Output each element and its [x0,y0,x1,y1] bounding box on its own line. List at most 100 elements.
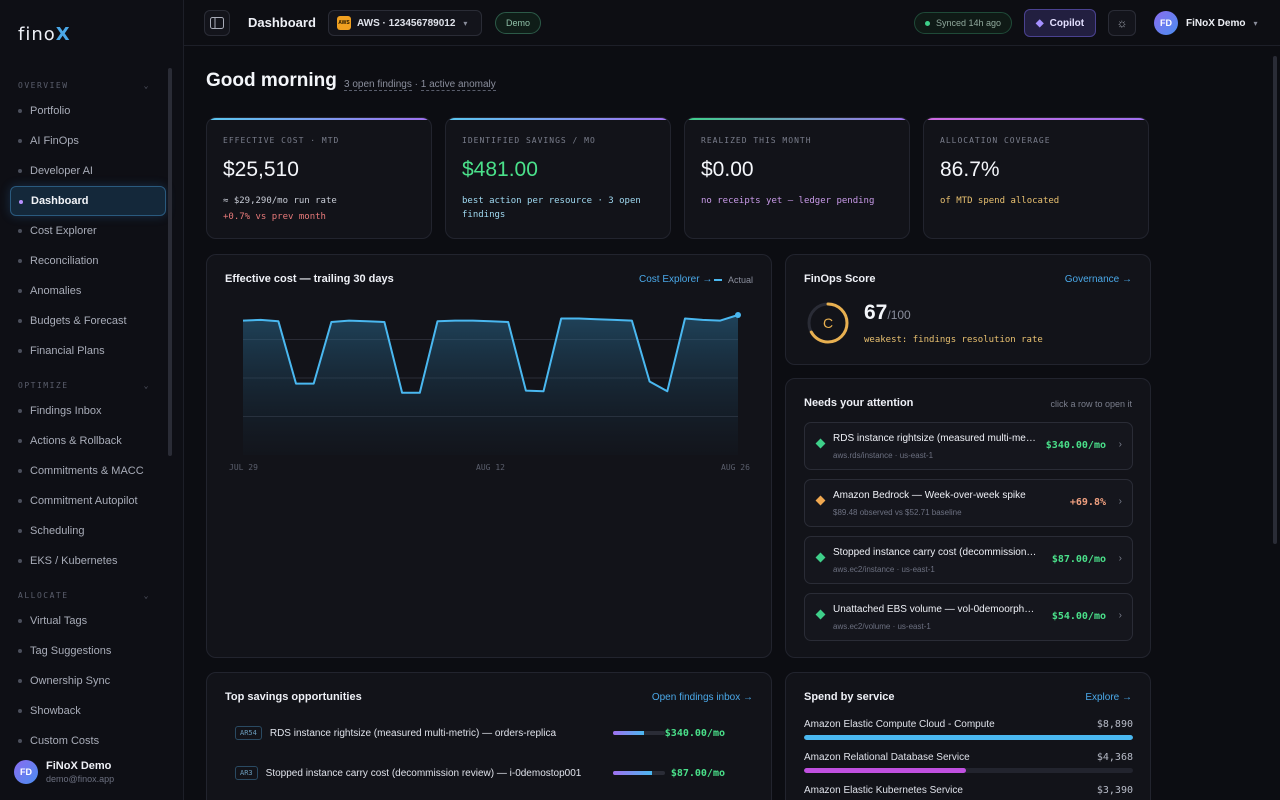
service-title: Spend by service [804,691,895,703]
toggle-sidebar-button[interactable] [204,10,230,36]
kpi-value: 86.7% [940,158,1000,181]
attention-row-title: Unattached EBS volume — vol-0demoorph001 [833,604,1038,615]
theme-toggle-button[interactable]: ☼ [1108,10,1136,36]
service-row[interactable]: Amazon Elastic Compute Cloud - Compute $8… [804,719,1133,740]
sidebar-item-findings-inbox[interactable]: Findings Inbox [10,396,166,426]
score-value: 67/100 [864,301,911,324]
savings-row-title: RDS instance rightsize (measured multi-m… [269,727,557,739]
sidebar-item-commitments-macc[interactable]: Commitments & MACC [10,456,166,486]
sidebar-item-developer-ai[interactable]: Developer AI [10,156,166,186]
sidebar-item-tag-suggestions[interactable]: Tag Suggestions [10,636,166,666]
nav-section-optimize[interactable]: OPTIMIZE ⌄ [0,374,176,396]
sidebar-item-dashboard[interactable]: Dashboard [10,186,166,216]
bullet-icon [18,289,22,293]
attention-row-subtitle: $89.48 observed vs $52.71 baseline [833,508,962,517]
x-tick-label: AUG 12 [476,463,505,472]
active-anomaly-link[interactable]: 1 active anomaly [420,79,496,91]
sidebar-item-label: Dashboard [31,195,89,207]
kpi-card: ALLOCATION COVERAGE 86.7% of MTD spend all… [923,117,1149,239]
service-row[interactable]: Amazon Elastic Kubernetes Service $3,390 [804,785,1133,796]
sidebar-item-virtual-tags[interactable]: Virtual Tags [10,606,166,636]
finops-score-card: FinOps Score Governance → C 67/100 weake… [785,254,1151,365]
sidebar-item-cost-explorer[interactable]: Cost Explorer [10,216,166,246]
sidebar-item-commitment-autopilot[interactable]: Commitment Autopilot [10,486,166,516]
attention-row-amount: $54.00/mo [1051,611,1106,622]
user-menu[interactable]: FD FiNoX Demo ▾ [1154,11,1257,35]
sidebar-item-showback[interactable]: Showback [10,696,166,726]
kpi-subtext: of MTD spend allocated [940,196,1060,206]
page-scrollbar[interactable] [1273,56,1277,544]
nav-section-allocate[interactable]: ALLOCATE ⌄ [0,584,176,606]
bullet-icon [18,529,22,533]
attention-row[interactable]: Unattached EBS volume — vol-0demoorph001… [804,593,1133,641]
savings-row[interactable]: AR54 RDS instance rightsize (measured mul… [235,722,755,744]
sidebar-scrollbar[interactable] [168,68,172,456]
savings-card: Top savings opportunities Open findings … [206,672,772,800]
sun-icon: ☼ [1116,16,1128,30]
sidebar-item-anomalies[interactable]: Anomalies [10,276,166,306]
sidebar-item-ai-finops[interactable]: AI FinOps [10,126,166,156]
sidebar-item-financial-plans[interactable]: Financial Plans [10,336,166,366]
data-point[interactable] [735,312,741,318]
score-ring: C [807,302,849,344]
governance-link[interactable]: Governance → [1064,274,1132,285]
sidebar-item-label: Budgets & Forecast [30,315,127,327]
service-spend-card: Spend by service Explore → Amazon Elasti… [785,672,1151,800]
kpi-accent-bar [207,118,431,120]
sidebar-item-label: AI FinOps [30,135,79,147]
sidebar-item-label: Showback [30,705,81,717]
bullet-icon [18,349,22,353]
findings-inbox-link[interactable]: Open findings inbox → [651,692,753,703]
sidebar-user[interactable]: FD FiNoX Demo demo@finox.app [14,760,114,784]
attention-row-title: RDS instance rightsize (measured multi-m… [833,433,1038,444]
sidebar-item-ownership-sync[interactable]: Ownership Sync [10,666,166,696]
sidebar-item-custom-costs[interactable]: Custom Costs [10,726,166,746]
diamond-icon [815,438,826,449]
sidebar-item-scheduling[interactable]: Scheduling [10,516,166,546]
bullet-icon [18,679,22,683]
bullet-icon [18,139,22,143]
env-badge: Demo [495,12,542,34]
savings-row[interactable]: AR3 Stopped instance carry cost (decommis… [235,762,755,784]
kpi-label: IDENTIFIED SAVINGS / MO [462,136,596,145]
avatar: FD [1154,11,1178,35]
sidebar-item-reconciliation[interactable]: Reconciliation [10,246,166,276]
sidebar-item-actions-rollback[interactable]: Actions & Rollback [10,426,166,456]
sidebar-item-budgets-forecast[interactable]: Budgets & Forecast [10,306,166,336]
savings-progress [613,731,665,735]
chevron-right-icon: › [1118,553,1122,564]
service-bar-track [804,735,1133,740]
sidebar: finoX OVERVIEW ⌄ Portfolio AI FinOps Develop… [0,0,184,800]
chart-legend: Actual [713,275,753,285]
sidebar-toggle-icon [210,17,224,29]
bullet-icon [18,229,22,233]
service-row[interactable]: Amazon Relational Database Service $4,368 [804,752,1133,773]
bullet-icon [18,259,22,263]
attention-row[interactable]: Stopped instance carry cost (decommissio… [804,536,1133,584]
service-name: Amazon Elastic Kubernetes Service [804,785,963,796]
kpi-delta: +0.7% vs prev month [223,212,326,222]
attention-row[interactable]: Amazon Bedrock — Week-over-week spike $89… [804,479,1133,527]
diamond-icon [815,609,826,620]
sidebar-item-eks-kubernetes[interactable]: EKS / Kubernetes [10,546,166,576]
nav-section-overview[interactable]: OVERVIEW ⌄ [0,74,176,96]
sidebar-item-portfolio[interactable]: Portfolio [10,96,166,126]
explore-link[interactable]: Explore → [1085,692,1132,703]
service-amount: $4,368 [1096,752,1133,763]
open-findings-link[interactable]: 3 open findings [344,79,412,91]
sidebar-item-label: Actions & Rollback [30,435,122,447]
attention-row-subtitle: aws.ec2/instance · us-east-1 [833,565,935,574]
bullet-icon [18,559,22,563]
service-bar-fill [804,768,966,773]
greeting-links: 3 open findings · 1 active anomaly [344,79,496,91]
app-logo[interactable]: finoX [18,24,71,45]
copilot-button[interactable]: ◆ Copilot [1024,9,1096,37]
attention-card: Needs your attention click a row to open… [785,378,1151,658]
nav-section-title: OVERVIEW [18,80,69,90]
attention-row[interactable]: RDS instance rightsize (measured multi-m… [804,422,1133,470]
attention-row-title: Amazon Bedrock — Week-over-week spike [833,490,1026,501]
bullet-icon [18,709,22,713]
account-selector[interactable]: AWS AWS · 123456789012 ▾ [328,10,482,36]
cost-explorer-link[interactable]: Cost Explorer → [639,274,713,285]
kpi-accent-bar [924,118,1148,120]
